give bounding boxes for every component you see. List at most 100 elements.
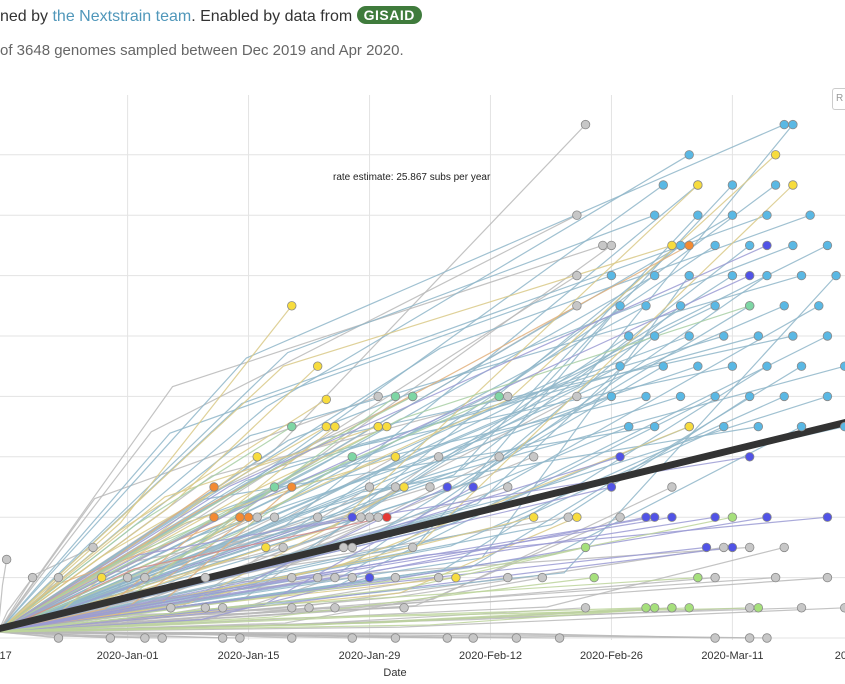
tip-grey xyxy=(822,572,833,583)
tip-grey xyxy=(580,119,591,130)
tip-blue xyxy=(788,331,798,341)
tree-branch xyxy=(0,214,811,632)
tip-grey xyxy=(572,301,582,311)
tip-blue xyxy=(779,301,789,311)
tip-blue xyxy=(788,240,798,251)
tip-orange xyxy=(287,482,297,492)
tip-lime xyxy=(649,603,660,613)
tree-branch xyxy=(0,305,293,631)
x-axis-label: Date xyxy=(383,667,406,679)
x-tick-label: 2020-Feb-12 xyxy=(459,650,522,662)
tip-yellow xyxy=(321,421,332,432)
tree-branch xyxy=(0,607,759,633)
tip-blue xyxy=(762,210,772,220)
tip-yellow xyxy=(382,421,392,432)
tree-branch xyxy=(0,546,707,633)
tip-blue xyxy=(788,119,798,130)
tip-yellow xyxy=(770,150,781,160)
x-tick-label: 2020-Jan-01 xyxy=(97,650,159,662)
tip-grey xyxy=(122,572,133,583)
tip-indigo xyxy=(667,512,677,522)
tip-grey xyxy=(537,572,548,583)
tip-blue xyxy=(762,361,772,371)
tip-yellow xyxy=(321,394,332,405)
tip-blue xyxy=(719,421,729,432)
tip-grey xyxy=(338,542,349,553)
tip-grey xyxy=(468,633,478,643)
tip-grey xyxy=(287,603,297,613)
tip-grey xyxy=(433,452,444,462)
tip-blue xyxy=(744,240,755,251)
tip-grey xyxy=(312,512,323,522)
tip-indigo xyxy=(364,572,375,583)
tree-branch xyxy=(0,456,353,632)
tip-lime xyxy=(684,603,694,613)
tip-grey xyxy=(27,572,38,583)
tree-branch xyxy=(0,631,163,639)
tree-branch xyxy=(0,516,733,633)
tree-branch xyxy=(0,244,690,632)
tip-green xyxy=(347,452,357,462)
gisaid-logo[interactable]: GISAID xyxy=(356,6,422,24)
tree-branch xyxy=(0,244,603,631)
tip-grey xyxy=(770,572,781,583)
tip-grey xyxy=(503,391,513,402)
tip-grey xyxy=(312,572,323,583)
tip-orange xyxy=(235,512,245,522)
x-tick-label: 2020-M xyxy=(835,650,845,662)
tip-indigo xyxy=(606,482,617,492)
tip-grey xyxy=(511,633,522,643)
tip-grey xyxy=(88,542,98,553)
x-tick-label: 2020-Feb-26 xyxy=(580,650,643,662)
credit-prefix: ned by xyxy=(0,8,53,25)
tip-grey xyxy=(606,240,617,251)
tip-blue xyxy=(684,270,694,281)
tip-blue xyxy=(675,301,686,311)
clock-chart: ec-17 2020-Jan-01 2020-Jan-15 2020-Jan-29 20… xyxy=(0,88,845,684)
tip-grey xyxy=(503,572,513,583)
tip-yellow xyxy=(261,542,271,553)
tip-blue xyxy=(693,210,703,220)
tip-blue xyxy=(624,421,634,432)
tree-branch xyxy=(0,607,672,633)
tip-grey xyxy=(494,452,504,462)
tree-branch xyxy=(0,559,8,618)
tip-yellow xyxy=(693,180,703,190)
tip-blue xyxy=(675,391,686,402)
tree-branch xyxy=(0,426,690,633)
tip-grey xyxy=(373,512,383,522)
tip-green xyxy=(269,482,280,492)
tip-blue xyxy=(649,210,660,220)
tree-branch xyxy=(0,214,655,631)
tip-blue xyxy=(615,361,625,371)
tip-indigo xyxy=(641,512,651,522)
tip-grey xyxy=(710,633,720,643)
tip-orange xyxy=(209,512,219,522)
tip-grey xyxy=(744,603,755,613)
reset-layout-button[interactable]: R xyxy=(832,88,845,110)
tree-branch xyxy=(0,395,500,632)
tip-blue xyxy=(641,391,651,402)
tip-lime xyxy=(727,512,738,522)
tree-branch xyxy=(0,398,327,632)
tree-branch xyxy=(0,516,353,632)
tip-grey xyxy=(140,572,150,583)
tip-grey xyxy=(442,633,452,643)
nextstrain-team-link[interactable]: the Nextstrain team xyxy=(52,8,192,25)
tip-blue xyxy=(727,180,738,190)
tip-blue xyxy=(727,210,738,220)
tip-blue xyxy=(753,331,764,341)
tip-grey xyxy=(796,603,807,613)
tree-branch xyxy=(0,426,293,632)
tip-blue xyxy=(615,301,625,311)
tree-branch xyxy=(0,426,327,632)
rate-estimate-annotation: rate estimate: 25.867 subs per year xyxy=(333,172,491,183)
tip-yellow xyxy=(788,180,798,190)
tree-branch xyxy=(0,426,759,632)
tree-branch xyxy=(0,516,655,633)
tip-grey xyxy=(572,391,582,402)
tip-grey xyxy=(278,542,288,553)
dataset-summary: of 3648 genomes sampled between Dec 2019… xyxy=(0,42,404,59)
tip-indigo xyxy=(442,482,452,492)
tip-green xyxy=(390,391,401,402)
